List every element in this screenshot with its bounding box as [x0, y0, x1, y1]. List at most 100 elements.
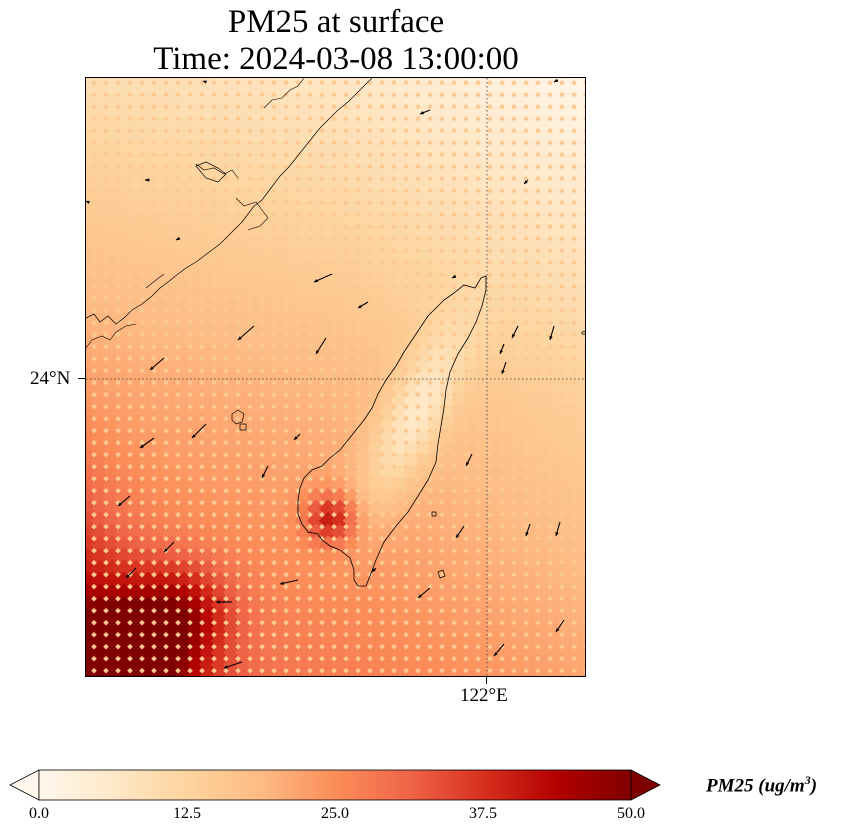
wind-arrow-head [555, 532, 559, 536]
pm25-cell [246, 475, 266, 494]
pm25-cell [342, 595, 362, 614]
pm25-cell [558, 175, 578, 194]
pm25-cell [450, 391, 470, 410]
pm25-cell [222, 631, 242, 650]
pm25-cell [558, 487, 578, 506]
pm25-cell [366, 103, 386, 122]
pm25-cell [174, 235, 194, 254]
pm25-cell [318, 163, 338, 182]
pm25-cell [426, 355, 446, 374]
pm25-cell [378, 139, 398, 158]
pm25-cell [426, 595, 446, 614]
pm25-cell [186, 235, 206, 254]
pm25-cell [438, 463, 458, 482]
pm25-cell [378, 487, 398, 506]
pm25-cell [306, 499, 326, 518]
pm25-cell [498, 91, 518, 110]
pm25-cell [510, 319, 530, 338]
pm25-cell [86, 535, 98, 554]
pm25-cell [318, 667, 338, 676]
pm25-cell [342, 655, 362, 674]
pm25-cell [354, 595, 374, 614]
pm25-cell [282, 271, 302, 290]
pm25-cell [330, 499, 350, 518]
pm25-cell [450, 367, 470, 386]
pm25-cell [570, 511, 585, 530]
pm25-cell [354, 91, 374, 110]
pm25-cell [522, 78, 542, 86]
pm25-cell [366, 439, 386, 458]
pm25-cell [366, 631, 386, 650]
pm25-cell [234, 559, 254, 578]
pm25-cell [390, 475, 410, 494]
pm25-cell [534, 127, 554, 146]
pm25-cell [402, 127, 422, 146]
pm25-cell [390, 595, 410, 614]
wind-arrow-head [140, 444, 144, 448]
pm25-cell [474, 283, 494, 302]
pm25-cell [222, 415, 242, 434]
pm25-cell [570, 415, 585, 434]
pm25-cell [342, 343, 362, 362]
pm25-cell [258, 571, 278, 590]
pm25-cell [294, 403, 314, 422]
pm25-cell [222, 319, 242, 338]
pm25-cell [366, 223, 386, 242]
pm25-cell [570, 475, 585, 494]
pm25-cell [114, 175, 134, 194]
pm25-cell [354, 511, 374, 530]
pm25-cell [138, 103, 158, 122]
pm25-cell [198, 199, 218, 218]
pm25-cell [246, 78, 266, 86]
pm25-cell [462, 439, 482, 458]
pm25-cell [210, 223, 230, 242]
pm25-cell [246, 499, 266, 518]
pm25-cell [414, 439, 434, 458]
pm25-cell [558, 511, 578, 530]
pm25-cell [222, 427, 242, 446]
pm25-cell [426, 259, 446, 278]
pm25-cell [126, 91, 146, 110]
pm25-cell [390, 367, 410, 386]
pm25-cell [450, 331, 470, 350]
pm25-cell [246, 103, 266, 122]
wind-arrow-head [314, 278, 318, 283]
pm25-cell [354, 187, 374, 206]
pm25-cell [126, 103, 146, 122]
pm25-cell [318, 223, 338, 242]
pm25-cell [162, 78, 182, 86]
pm25-cell [270, 355, 290, 374]
pm25-cell [534, 187, 554, 206]
pm25-cell [282, 595, 302, 614]
pm25-cell [354, 571, 374, 590]
pm25-cell [534, 367, 554, 386]
pm25-cell [546, 403, 566, 422]
pm25-cell [450, 307, 470, 326]
pm25-cell [126, 223, 146, 242]
pm25-cell [534, 247, 554, 266]
pm25-cell [570, 607, 585, 626]
pm25-cell [462, 667, 482, 676]
pm25-cell [222, 595, 242, 614]
pm25-cell [246, 223, 266, 242]
pm25-cell [174, 127, 194, 146]
pm25-cell [246, 379, 266, 398]
pm25-cell [510, 163, 530, 182]
pm25-cell [522, 295, 542, 314]
pm25-cell [438, 331, 458, 350]
pm25-cell [354, 127, 374, 146]
pm25-cell [318, 655, 338, 674]
pm25-cell [330, 235, 350, 254]
pm25-cell [294, 343, 314, 362]
pm25-cell [354, 523, 374, 542]
pm25-cell [498, 343, 518, 362]
pm25-cell [246, 139, 266, 158]
pm25-cell [186, 127, 206, 146]
pm25-cell [522, 403, 542, 422]
pm25-cell [558, 643, 578, 662]
pm25-cell [222, 499, 242, 518]
pm25-cell [390, 139, 410, 158]
pm25-cell [330, 271, 350, 290]
pm25-cell [402, 379, 422, 398]
pm25-cell [270, 427, 290, 446]
